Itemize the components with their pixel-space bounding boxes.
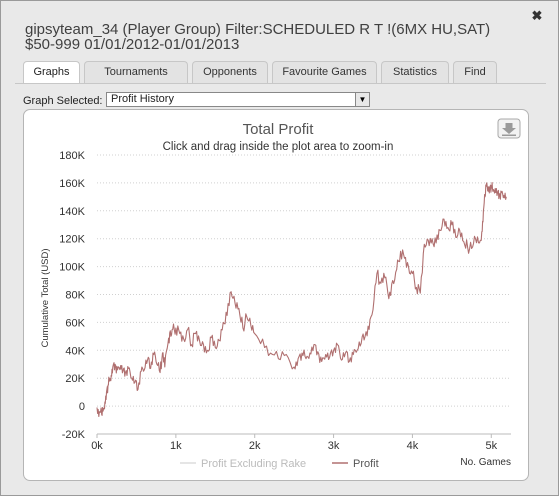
window-title: gipsyteam_34 (Player Group) Filter:SCHED… <box>25 21 491 53</box>
y-tick-labels: -20K 0 20K 40K 60K 80K 100K 120K 140K 160K 180K <box>59 150 85 441</box>
graph-select-value: Profit History <box>111 93 174 105</box>
export-button[interactable] <box>497 118 521 139</box>
y-tick-label: 160K <box>59 178 85 190</box>
x-tick-labels: 0k 1k 2k 3k 4k 5k <box>91 440 497 452</box>
y-tick-label: 80K <box>65 290 85 302</box>
x-tick-label: 5k <box>485 440 497 452</box>
chart-subtitle: Click and drag inside the plot area to z… <box>163 141 394 153</box>
y-tick-label: 40K <box>65 345 85 357</box>
legend: Profit Excluding Rake Profit <box>180 458 379 470</box>
x-tick-label: 0k <box>91 440 103 452</box>
y-tick-label: -20K <box>62 429 86 441</box>
y-tick-label: 140K <box>59 206 85 218</box>
x-tick-label: 1k <box>170 440 182 452</box>
x-tick-label: 3k <box>328 440 340 452</box>
legend-label-profit[interactable]: Profit <box>353 458 379 470</box>
x-tick-label: 2k <box>249 440 261 452</box>
tab-find[interactable]: Find <box>453 61 497 83</box>
y-tick-label: 180K <box>59 150 85 162</box>
x-tick-label: 4k <box>407 440 419 452</box>
download-icon <box>502 123 516 136</box>
tab-statistics[interactable]: Statistics <box>381 61 449 83</box>
y-tick-label: 120K <box>59 234 85 246</box>
chevron-down-icon[interactable]: ▼ <box>355 93 369 106</box>
tab-opponents[interactable]: Opponents <box>192 61 268 83</box>
tab-graphs[interactable]: Graphs <box>23 61 80 84</box>
legend-label-excluding-rake[interactable]: Profit Excluding Rake <box>201 458 306 470</box>
series-lines <box>96 182 507 418</box>
chart-panel[interactable]: -20K 0 20K 40K 60K 80K 100K 120K 140K 160K 180K 0k… <box>23 109 529 481</box>
series-line-profit[interactable] <box>96 182 507 418</box>
x-axis-label: No. Games <box>460 457 511 468</box>
tab-tournaments[interactable]: Tournaments <box>84 61 188 83</box>
y-tick-label: 20K <box>65 373 85 385</box>
y-tick-label: 0 <box>79 401 85 413</box>
graph-select[interactable]: Profit History ▼ <box>106 92 370 107</box>
chart-grid <box>96 154 511 438</box>
profit-chart[interactable]: -20K 0 20K 40K 60K 80K 100K 120K 140K 160K 180K 0k… <box>24 110 529 481</box>
tab-divider <box>15 83 546 84</box>
y-tick-label: 60K <box>65 317 85 329</box>
y-tick-label: 100K <box>59 262 85 274</box>
graph-selected-label: Graph Selected: <box>23 95 103 107</box>
y-axis-label: Cumulative Total (USD) <box>40 248 51 347</box>
close-icon[interactable]: ✖ <box>531 8 543 23</box>
tab-favourite-games[interactable]: Favourite Games <box>272 61 377 83</box>
chart-title: Total Profit <box>243 121 315 138</box>
